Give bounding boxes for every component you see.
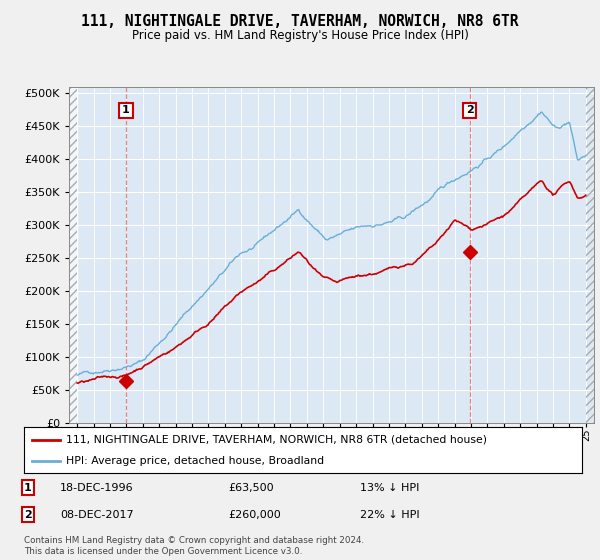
Text: 1: 1: [122, 105, 130, 115]
Text: 2: 2: [24, 510, 32, 520]
Bar: [586, 87, 594, 423]
Text: Price paid vs. HM Land Registry's House Price Index (HPI): Price paid vs. HM Land Registry's House …: [131, 29, 469, 42]
Text: £260,000: £260,000: [228, 510, 281, 520]
Text: 13% ↓ HPI: 13% ↓ HPI: [360, 483, 419, 493]
Text: HPI: Average price, detached house, Broadland: HPI: Average price, detached house, Broa…: [66, 456, 324, 466]
Bar: [69, 87, 77, 423]
Text: 111, NIGHTINGALE DRIVE, TAVERHAM, NORWICH, NR8 6TR: 111, NIGHTINGALE DRIVE, TAVERHAM, NORWIC…: [81, 14, 519, 29]
Text: 22% ↓ HPI: 22% ↓ HPI: [360, 510, 419, 520]
Text: 1: 1: [24, 483, 32, 493]
Text: 2: 2: [466, 105, 473, 115]
Text: 111, NIGHTINGALE DRIVE, TAVERHAM, NORWICH, NR8 6TR (detached house): 111, NIGHTINGALE DRIVE, TAVERHAM, NORWIC…: [66, 435, 487, 445]
Text: Contains HM Land Registry data © Crown copyright and database right 2024.
This d: Contains HM Land Registry data © Crown c…: [24, 536, 364, 556]
Text: £63,500: £63,500: [228, 483, 274, 493]
Bar: [69, 87, 77, 423]
Text: 18-DEC-1996: 18-DEC-1996: [60, 483, 134, 493]
Text: 08-DEC-2017: 08-DEC-2017: [60, 510, 134, 520]
